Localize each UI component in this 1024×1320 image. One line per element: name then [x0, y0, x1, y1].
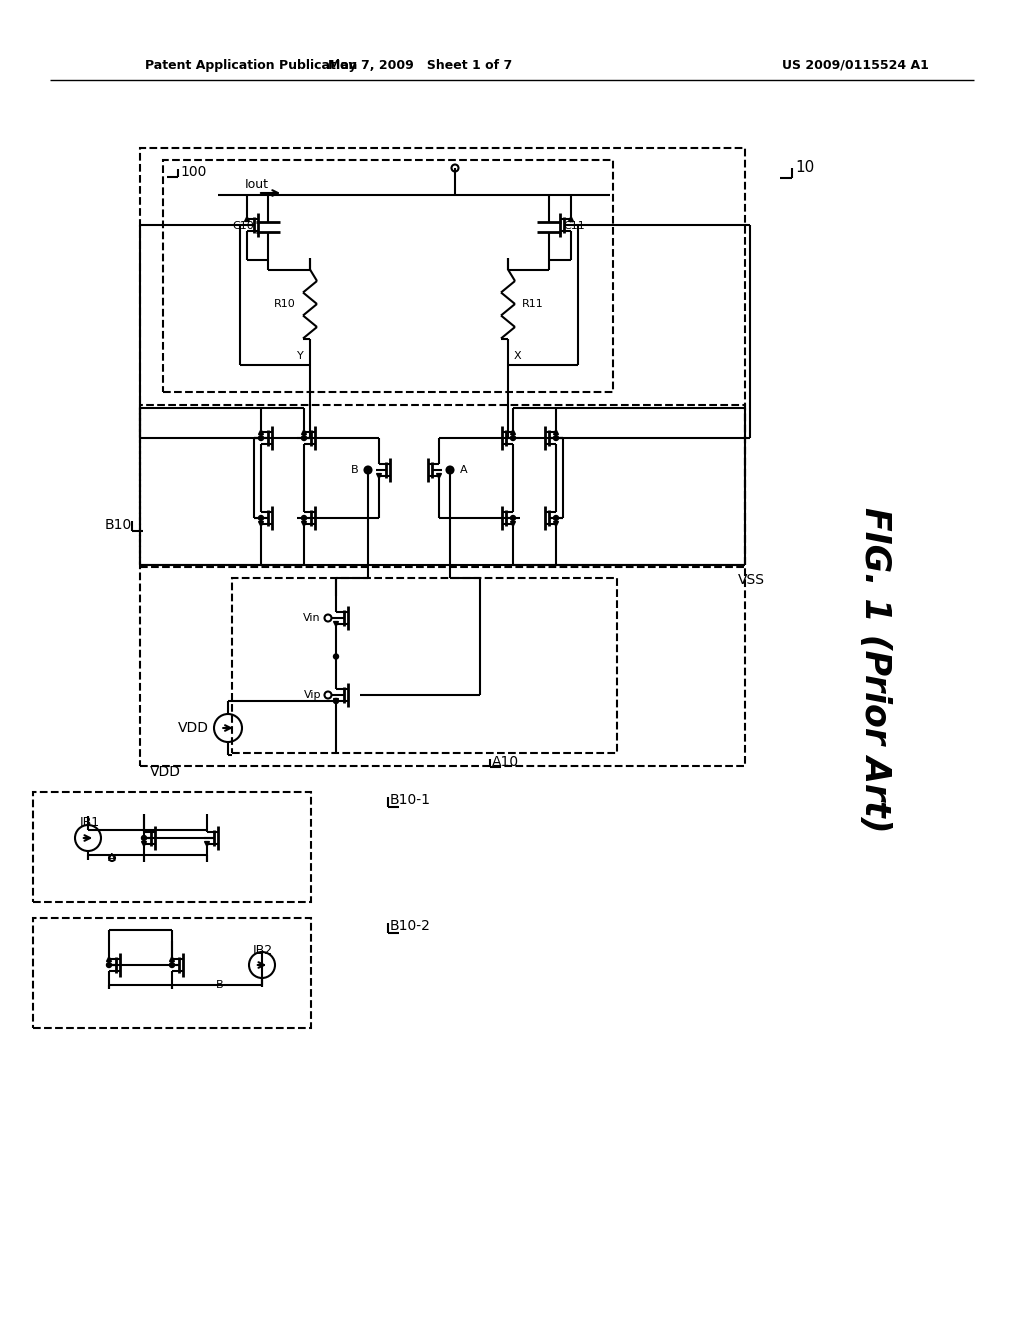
Text: B10: B10	[104, 517, 132, 532]
Circle shape	[141, 836, 146, 841]
Bar	[140, 405, 745, 568]
Text: FIG. 1 (Prior Art): FIG. 1 (Prior Art)	[858, 507, 892, 833]
Text: Vip: Vip	[303, 690, 321, 700]
Circle shape	[334, 653, 339, 659]
Circle shape	[554, 436, 558, 441]
Circle shape	[301, 436, 306, 441]
Text: A10: A10	[492, 755, 519, 770]
Text: B10-1: B10-1	[390, 793, 431, 807]
Text: B: B	[216, 979, 224, 990]
Circle shape	[511, 436, 515, 441]
Text: Patent Application Publication: Patent Application Publication	[145, 58, 357, 71]
Text: C10: C10	[232, 220, 254, 231]
Circle shape	[334, 698, 339, 704]
Circle shape	[301, 516, 306, 520]
Bar	[33, 792, 311, 902]
Circle shape	[447, 467, 453, 473]
Text: C11: C11	[563, 220, 585, 231]
Text: IB1: IB1	[80, 816, 100, 829]
Text: B10-2: B10-2	[390, 919, 431, 933]
Text: X: X	[514, 351, 521, 360]
Circle shape	[106, 962, 112, 968]
Text: B: B	[350, 465, 358, 475]
Bar	[33, 917, 311, 1028]
Text: Vin: Vin	[303, 612, 321, 623]
Circle shape	[511, 516, 515, 520]
Circle shape	[258, 516, 263, 520]
Circle shape	[366, 467, 371, 473]
Text: Iout: Iout	[245, 177, 269, 190]
Text: May 7, 2009   Sheet 1 of 7: May 7, 2009 Sheet 1 of 7	[328, 58, 512, 71]
Text: A: A	[460, 465, 468, 475]
Text: VDD: VDD	[150, 766, 181, 779]
Bar	[140, 148, 745, 766]
Text: VDD: VDD	[178, 721, 209, 735]
Text: 10: 10	[795, 161, 814, 176]
Circle shape	[170, 962, 174, 968]
Text: VSS: VSS	[738, 573, 765, 587]
Circle shape	[258, 436, 263, 441]
Text: R10: R10	[274, 300, 296, 309]
Text: Y: Y	[297, 351, 304, 360]
Text: US 2009/0115524 A1: US 2009/0115524 A1	[781, 58, 929, 71]
Bar	[163, 160, 613, 392]
Text: 100: 100	[180, 165, 207, 180]
Text: A: A	[109, 853, 116, 863]
Text: IB2: IB2	[253, 944, 273, 957]
Circle shape	[554, 516, 558, 520]
Bar	[232, 578, 617, 752]
Text: R11: R11	[522, 300, 544, 309]
